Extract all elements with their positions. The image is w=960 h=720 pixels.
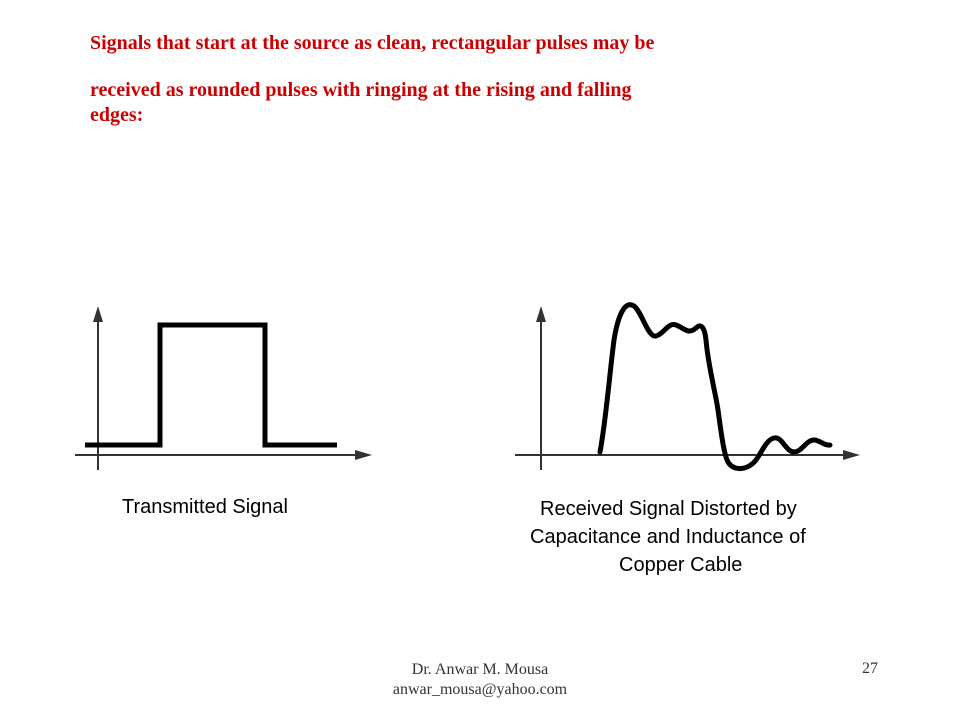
footer-author-name: Dr. Anwar M. Mousa xyxy=(411,661,549,678)
page-number: 27 xyxy=(862,660,878,677)
transmitted-signal-panel: Transmitted Signal xyxy=(75,306,372,518)
received-signal-caption-line-1: Received Signal Distorted by xyxy=(540,498,797,520)
right-x-axis-arrow xyxy=(843,450,860,460)
slide-body-text: Signals that start at the source as clea… xyxy=(90,32,890,127)
received-signal-panel: Received Signal Distorted by Capacitance… xyxy=(515,302,860,576)
received-pulse-waveform xyxy=(597,302,833,471)
received-signal-caption-line-3: Copper Cable xyxy=(619,554,742,576)
transmitted-pulse-waveform xyxy=(85,322,337,448)
received-signal-caption-line-2: Capacitance and Inductance of xyxy=(530,526,806,548)
footer-author-block: Dr. Anwar M. Mousa anwar_mousa@yahoo.com xyxy=(0,660,960,700)
transmitted-signal-caption: Transmitted Signal xyxy=(122,496,288,518)
right-y-axis-arrow xyxy=(536,306,546,322)
body-text-line-1: Signals that start at the source as clea… xyxy=(90,32,655,54)
body-text-line-3: edges: xyxy=(90,104,144,126)
footer-author-email: anwar_mousa@yahoo.com xyxy=(392,681,568,698)
body-text-line-2: received as rounded pulses with ringing … xyxy=(90,79,632,101)
left-y-axis-arrow xyxy=(93,306,103,322)
left-x-axis-arrow xyxy=(355,450,372,460)
